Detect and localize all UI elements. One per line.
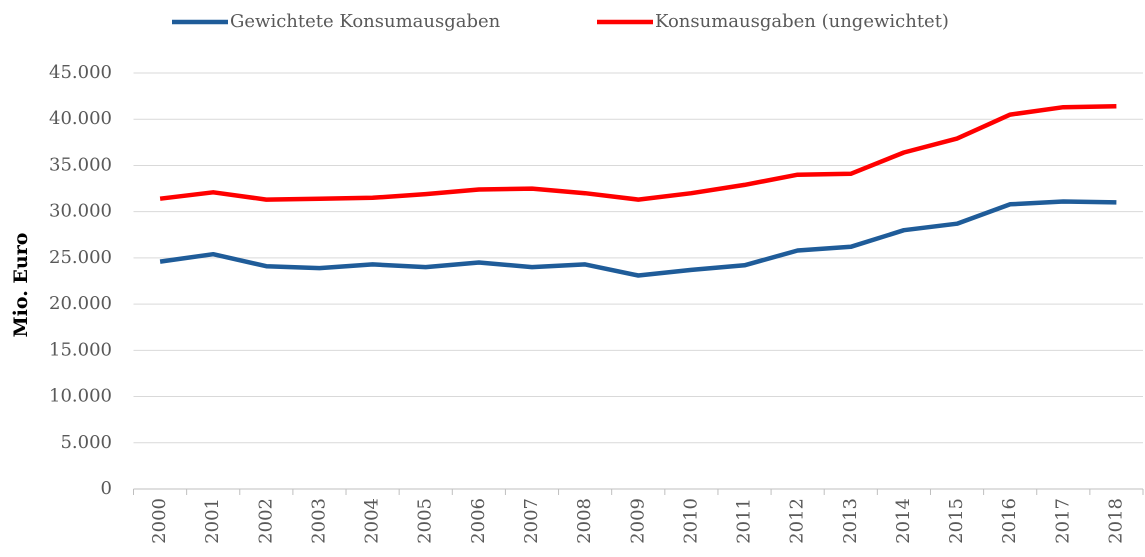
y-tick-label: 5.000 bbox=[60, 432, 112, 453]
y-tick-label: 20.000 bbox=[49, 293, 112, 314]
legend-label: Gewichtete Konsumausgaben bbox=[230, 11, 501, 32]
y-tick-label: 40.000 bbox=[49, 108, 112, 129]
y-tick-label: 35.000 bbox=[49, 154, 112, 175]
x-tick-label: 2008 bbox=[574, 498, 595, 544]
y-tick-label: 15.000 bbox=[49, 339, 112, 360]
x-tick-label: 2001 bbox=[202, 498, 223, 544]
x-tick-label: 2018 bbox=[1105, 498, 1126, 544]
x-tick-label: 2013 bbox=[840, 498, 861, 544]
line-series bbox=[159, 199, 1117, 278]
y-tick-label: 25.000 bbox=[49, 247, 112, 268]
line-series bbox=[159, 104, 1117, 202]
x-tick-label: 2016 bbox=[999, 498, 1020, 544]
x-tick-label: 2002 bbox=[255, 498, 276, 544]
x-tick-label: 2017 bbox=[1052, 498, 1073, 544]
y-axis-title: Mio. Euro bbox=[10, 233, 32, 338]
y-tick-label: 30.000 bbox=[49, 201, 112, 222]
y-tick-label: 10.000 bbox=[49, 386, 112, 407]
legend-label: Konsumausgaben (ungewichtet) bbox=[655, 11, 949, 32]
x-tick-label: 2005 bbox=[415, 498, 436, 544]
x-tick-label: 2011 bbox=[734, 498, 755, 544]
x-tick-label: 2003 bbox=[308, 498, 329, 544]
x-tick-label: 2014 bbox=[893, 498, 914, 544]
x-tick-label: 2009 bbox=[627, 498, 648, 544]
x-tick-label: 2006 bbox=[468, 498, 489, 544]
x-tick-label: 2012 bbox=[787, 498, 808, 544]
y-tick-label: 45.000 bbox=[49, 62, 112, 83]
x-tick-label: 2000 bbox=[149, 498, 170, 544]
y-tick-label: 0 bbox=[101, 478, 112, 499]
x-tick-label: 2010 bbox=[680, 498, 701, 544]
x-tick-label: 2015 bbox=[946, 498, 967, 544]
x-tick-label: 2007 bbox=[521, 498, 542, 544]
x-tick-label: 2004 bbox=[362, 498, 383, 544]
